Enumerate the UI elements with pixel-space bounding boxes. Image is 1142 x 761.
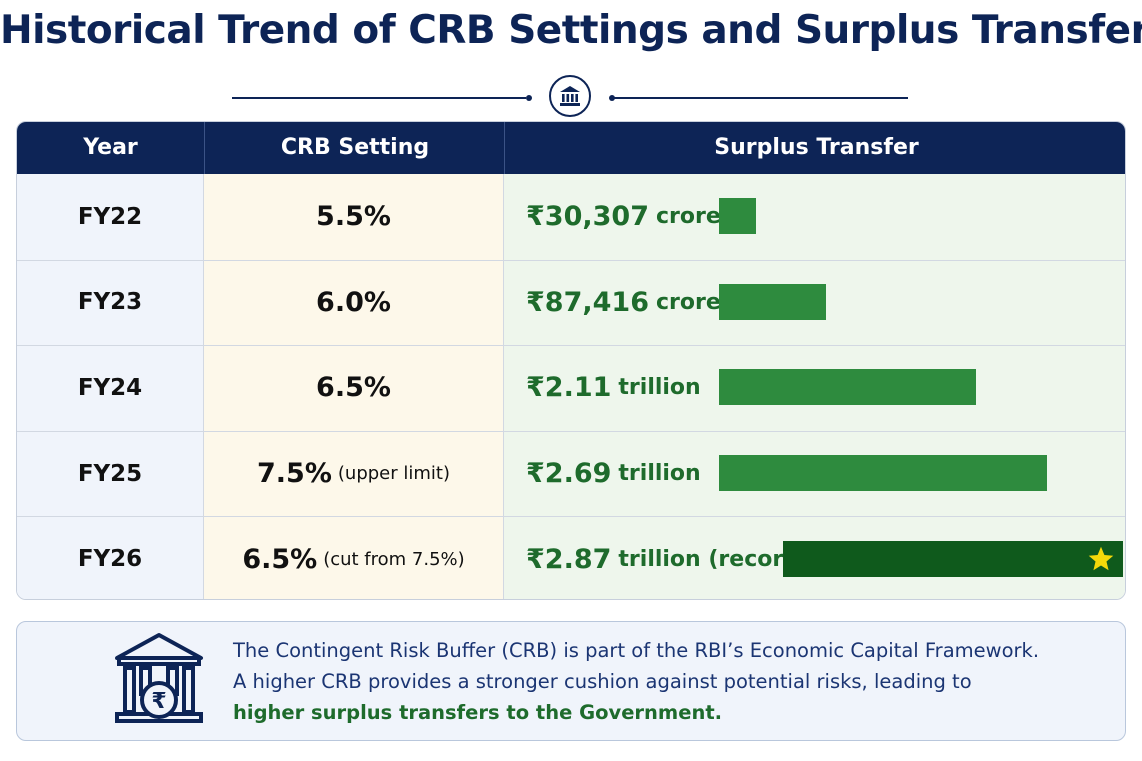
crb-value: 5.5% <box>316 201 391 233</box>
table-row: FY24 6.5% ₹2.11 trillion <box>17 345 1125 431</box>
page-title: Historical Trend of CRB Settings and Sur… <box>0 8 1142 53</box>
info-line-3: higher surplus transfers to the Governme… <box>233 701 723 724</box>
surplus-cell: ₹30,307 crore <box>504 174 1125 260</box>
surplus-amount: ₹87,416 crore <box>526 260 721 346</box>
surplus-value: ₹87,416 <box>526 286 649 318</box>
title-divider-left <box>232 97 526 99</box>
surplus-cell: ₹87,416 crore <box>504 259 1125 346</box>
crb-value: 7.5% <box>257 458 332 490</box>
table-row: FY26 6.5% (cut from 7.5%) ₹2.87 trillion (re… <box>17 516 1125 599</box>
surplus-unit: crore <box>655 204 721 230</box>
table-header: Year CRB Setting Surplus Transfer <box>17 122 1125 174</box>
star-icon <box>1088 547 1114 571</box>
surplus-cell: ₹2.87 trillion (record) <box>504 516 1125 599</box>
year-cell: FY22 <box>17 174 204 260</box>
crb-cell: 7.5% (upper limit) <box>204 430 504 517</box>
surplus-value: ₹2.69 <box>526 458 612 490</box>
crb-note: (cut from 7.5%) <box>323 548 465 570</box>
surplus-amount: ₹2.87 trillion (record) <box>526 516 810 599</box>
crb-value: 6.5% <box>316 372 391 404</box>
crb-surplus-table: Year CRB Setting Surplus Transfer FY22 5.… <box>16 121 1126 600</box>
surplus-unit: trillion <box>618 461 701 487</box>
crb-cell: 5.5% <box>204 174 504 260</box>
crb-cell: 6.5% (cut from 7.5%) <box>204 516 504 599</box>
table-row: FY22 5.5% ₹30,307 crore <box>17 174 1125 260</box>
row-divider <box>17 259 1125 261</box>
header-year: Year <box>83 135 138 160</box>
year-cell: FY23 <box>17 259 204 346</box>
surplus-bar <box>719 283 826 320</box>
crb-value: 6.0% <box>316 286 391 318</box>
surplus-value: ₹2.87 <box>526 543 612 575</box>
year-cell: FY24 <box>17 345 204 431</box>
surplus-bar <box>719 198 756 234</box>
surplus-unit: trillion <box>618 375 701 401</box>
bank-icon <box>549 75 591 117</box>
record-surplus-bar <box>783 541 1123 578</box>
surplus-amount: ₹30,307 crore <box>526 174 721 260</box>
info-line-2: A higher CRB provides a stronger cushion… <box>233 670 972 693</box>
svg-text:₹: ₹ <box>151 689 166 714</box>
crb-note: (upper limit) <box>337 463 450 485</box>
crb-value: 6.5% <box>242 543 318 575</box>
crb-cell: 6.0% <box>204 259 504 346</box>
surplus-unit: crore <box>655 289 721 315</box>
crb-cell: 6.5% <box>204 345 504 431</box>
header-crb-setting: CRB Setting <box>204 122 505 174</box>
surplus-value: ₹30,307 <box>526 201 649 233</box>
table-row: FY23 6.0% ₹87,416 crore <box>17 259 1125 346</box>
surplus-cell: ₹2.69 trillion <box>504 430 1125 517</box>
header-surplus-transfer: Surplus Transfer <box>504 122 1125 174</box>
row-divider <box>17 430 1125 432</box>
divider-dot-left <box>526 95 532 101</box>
title-divider-right <box>612 97 908 99</box>
surplus-cell: ₹2.11 trillion <box>504 345 1125 431</box>
row-divider <box>17 516 1125 518</box>
info-line-1: The Contingent Risk Buffer (CRB) is part… <box>233 639 1040 662</box>
info-text: The Contingent Risk Buffer (CRB) is part… <box>233 635 1039 728</box>
row-divider <box>17 345 1125 347</box>
surplus-value: ₹2.11 <box>526 372 612 404</box>
bank-rupee-icon: ₹ <box>115 633 203 723</box>
table-row: FY25 7.5% (upper limit) ₹2.69 trillion <box>17 430 1125 517</box>
surplus-bar <box>719 454 1048 491</box>
year-cell: FY26 <box>17 516 204 599</box>
surplus-amount: ₹2.11 trillion <box>526 345 701 431</box>
surplus-bar <box>719 369 977 406</box>
surplus-amount: ₹2.69 trillion <box>526 431 701 517</box>
info-box: ₹ The Contingent Risk Buffer (CRB) is pa… <box>16 621 1126 741</box>
surplus-unit: trillion (record) <box>618 546 810 572</box>
year-cell: FY25 <box>17 430 204 517</box>
